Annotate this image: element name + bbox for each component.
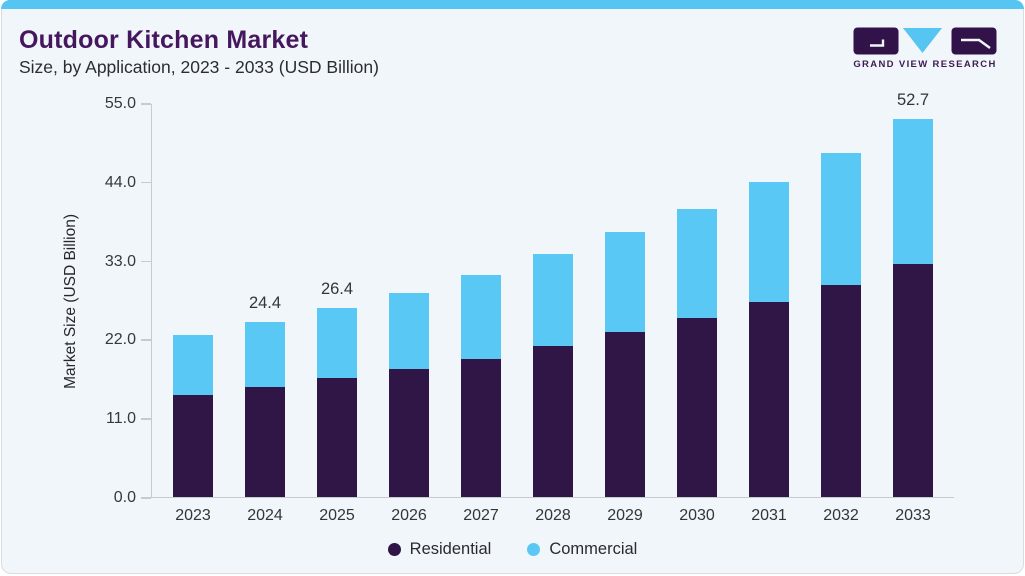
bar-2023-residential-segment [173,394,213,497]
brand-logo: GRAND VIEW RESEARCH [853,27,997,70]
bar-2030-residential-segment [677,317,717,497]
x-axis-label-2031: 2031 [751,507,787,524]
legend-swatch-residential-icon [387,543,401,556]
bar-2029-residential-segment [605,332,645,497]
y-axis-tick-label: 0.0 [113,489,136,506]
y-axis-tick-label: 55.0 [104,95,136,112]
x-axis-label-2023: 2023 [175,507,211,524]
bar-2026-commercial-segment [389,292,429,369]
y-axis-tick-mark [141,339,151,341]
y-axis-tick-mark [141,260,151,263]
top-accent-bar [1,0,1024,9]
logo-r-icon [951,27,997,55]
y-axis-tick-mark [141,497,151,499]
chart-legend: Residential Commercial [2,540,1023,559]
bar-2031: 2031 [749,181,789,524]
bar-2029-commercial-segment [605,231,645,333]
logo-v-icon [903,28,942,53]
x-axis-label-2029: 2029 [607,507,643,524]
bar-2025: 26.4 2025 [317,280,357,524]
bar-2033: 52.7 2033 [893,91,933,524]
y-axis-tick-label: 22.0 [104,331,136,349]
bar-2024: 24.4 2024 [245,294,285,524]
brand-name: GRAND VIEW RESEARCH [853,59,997,70]
chart-title: Outdoor Kitchen Market [19,26,309,54]
legend-swatch-commercial-icon [527,543,541,556]
x-axis-label-2032: 2032 [823,507,859,524]
y-axis-tick-label: 44.0 [104,173,136,191]
plot-area: 0.0 11.0 22.0 33.0 44.0 55.0 2023 24.4 2024 26.4 2… [105,91,954,524]
bar-2032: 2032 [821,153,861,524]
bar-total-label-2025: 26.4 [320,279,354,298]
bar-2027-commercial-segment [461,274,501,359]
bar-2027-residential-segment [461,358,501,497]
y-axis-tick-mark [141,418,151,420]
bar-2027: 2027 [461,274,501,524]
bar-2032-commercial-segment [821,153,861,285]
bar-2025-residential-segment [317,378,357,497]
legend-label-residential: Residential [409,540,492,558]
y-axis-tick-label: 33.0 [104,252,136,270]
y-axis-tick-mark [141,181,151,184]
x-axis-label-2028: 2028 [535,507,571,524]
bar-total-label-2033: 52.7 [896,91,930,110]
bar-2025-commercial-segment [317,307,357,379]
x-axis-label-2025: 2025 [319,507,355,524]
legend-item-residential: Residential [387,540,492,559]
legend-label-commercial: Commercial [549,540,638,558]
bar-2026: 2026 [389,292,429,524]
bar-2024-commercial-segment [245,322,285,387]
y-axis-tick-label: 11.0 [106,410,136,428]
y-axis-tick-mark [141,103,151,105]
bar-2023-commercial-segment [173,335,213,395]
bar-2028: 2028 [533,254,573,524]
x-axis-label-2030: 2030 [679,507,715,524]
bar-2031-commercial-segment [749,181,789,303]
legend-item-commercial: Commercial [527,540,637,559]
x-axis-label-2033: 2033 [895,507,931,524]
logo-g-icon [853,27,899,55]
bar-total-label-2024: 24.4 [248,294,282,313]
brand-logo-shapes [853,27,997,55]
bar-2024-residential-segment [245,386,285,497]
bar-2033-commercial-segment [893,119,933,265]
chart-subtitle: Size, by Application, 2023 - 2033 (USD B… [19,57,379,77]
bar-2030: 2030 [677,209,717,524]
bar-2023: 2023 [173,335,213,524]
bar-2026-residential-segment [389,368,429,497]
x-axis-label-2027: 2027 [463,507,499,524]
bar-2031-residential-segment [749,302,789,497]
x-axis-label-2026: 2026 [391,507,427,524]
bar-2033-residential-segment [893,264,933,497]
bar-2029: 2029 [605,231,645,524]
bar-2028-residential-segment [533,345,573,497]
bar-2028-commercial-segment [533,254,573,346]
bar-2030-commercial-segment [677,209,717,318]
x-axis-label-2024: 2024 [247,507,283,524]
y-axis-title: Market Size (USD Billion) [62,213,79,389]
bar-2032-residential-segment [821,284,861,497]
